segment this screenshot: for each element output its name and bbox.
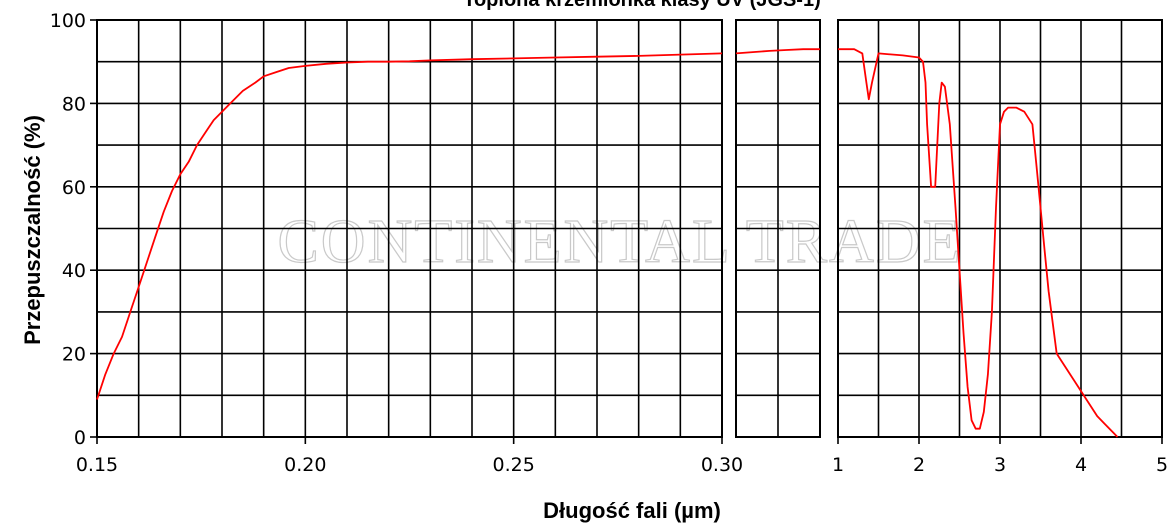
y-tick-label: 80: [62, 93, 86, 115]
x-tick-label: 0.15: [76, 454, 118, 476]
x-tick-label: 0.25: [493, 454, 535, 476]
y-tick-label: 0: [74, 427, 86, 449]
y-tick-label: 40: [62, 260, 86, 282]
panel-frame: [96, 19, 723, 438]
chart-title: Topiona krzemionka klasy UV (JGS-1): [463, 0, 821, 11]
y-tick-label: 100: [50, 10, 86, 32]
x-tick-label: 0.30: [701, 454, 743, 476]
x-tick-label: 1: [832, 454, 844, 476]
y-tick-label: 60: [62, 177, 86, 199]
transmission-curve: [96, 52, 723, 400]
x-tick-label: 3: [994, 454, 1006, 476]
panel-2: [735, 19, 821, 438]
transmission-curve: [735, 48, 820, 55]
y-tick-labels: 0 20 40 60 80 100: [50, 10, 97, 449]
y-axis-label: Przepuszczalność (%): [20, 115, 45, 345]
y-tick-label: 20: [62, 344, 86, 366]
panel-1: 0.15 0.20 0.25 0.30: [76, 19, 743, 476]
x-tick-label: 2: [913, 454, 925, 476]
panel-frame: [735, 19, 821, 438]
x-axis-label: Długość fali (µm): [543, 498, 721, 523]
x-tick-label: 5: [1156, 454, 1168, 476]
watermark: CONTINENTAL TRADE: [277, 208, 962, 276]
transmission-curve: [838, 48, 1119, 438]
panel-3: 1 2 3 4 5: [832, 19, 1168, 476]
x-tick-label: 0.20: [284, 454, 326, 476]
x-tick-label: 4: [1075, 454, 1087, 476]
chart-panels: 0.15 0.20 0.25 0.30 1 2 3 4 5: [76, 19, 1168, 476]
